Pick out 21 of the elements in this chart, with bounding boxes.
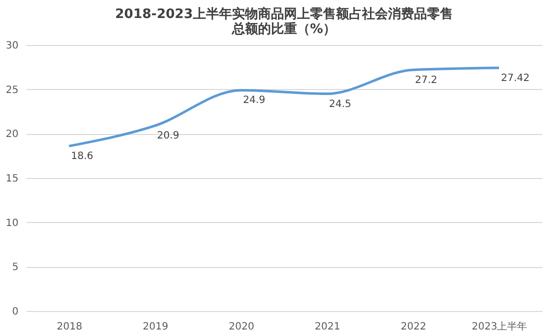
data-label: 20.9 <box>157 130 180 142</box>
data-label: 27.2 <box>415 74 438 86</box>
y-tick-label: 20 <box>6 129 18 140</box>
x-tick-label: 2022 <box>400 322 426 332</box>
data-label: 27.42 <box>501 72 530 84</box>
x-tick-label: 2021 <box>314 322 340 332</box>
y-tick-label: 10 <box>6 218 18 229</box>
y-tick-label: 15 <box>6 174 18 184</box>
data-label: 24.5 <box>329 98 352 110</box>
y-tick-label: 5 <box>12 262 18 274</box>
y-tick-label: 0 <box>12 306 18 318</box>
x-tick-label: 2023上半年 <box>472 320 528 332</box>
x-tick-label: 2018 <box>56 322 82 332</box>
data-label: 18.6 <box>71 151 94 162</box>
x-tick-label: 2019 <box>142 322 168 332</box>
y-tick-label: 25 <box>6 84 18 96</box>
chart-title: 2018-2023上半年实物商品网上零售额占社会消费品零售总额的比重（%） <box>115 6 453 37</box>
x-tick-label: 2020 <box>228 322 254 332</box>
y-tick-label: 30 <box>6 40 18 52</box>
data-label: 24.9 <box>243 95 266 106</box>
line-series <box>68 66 500 148</box>
